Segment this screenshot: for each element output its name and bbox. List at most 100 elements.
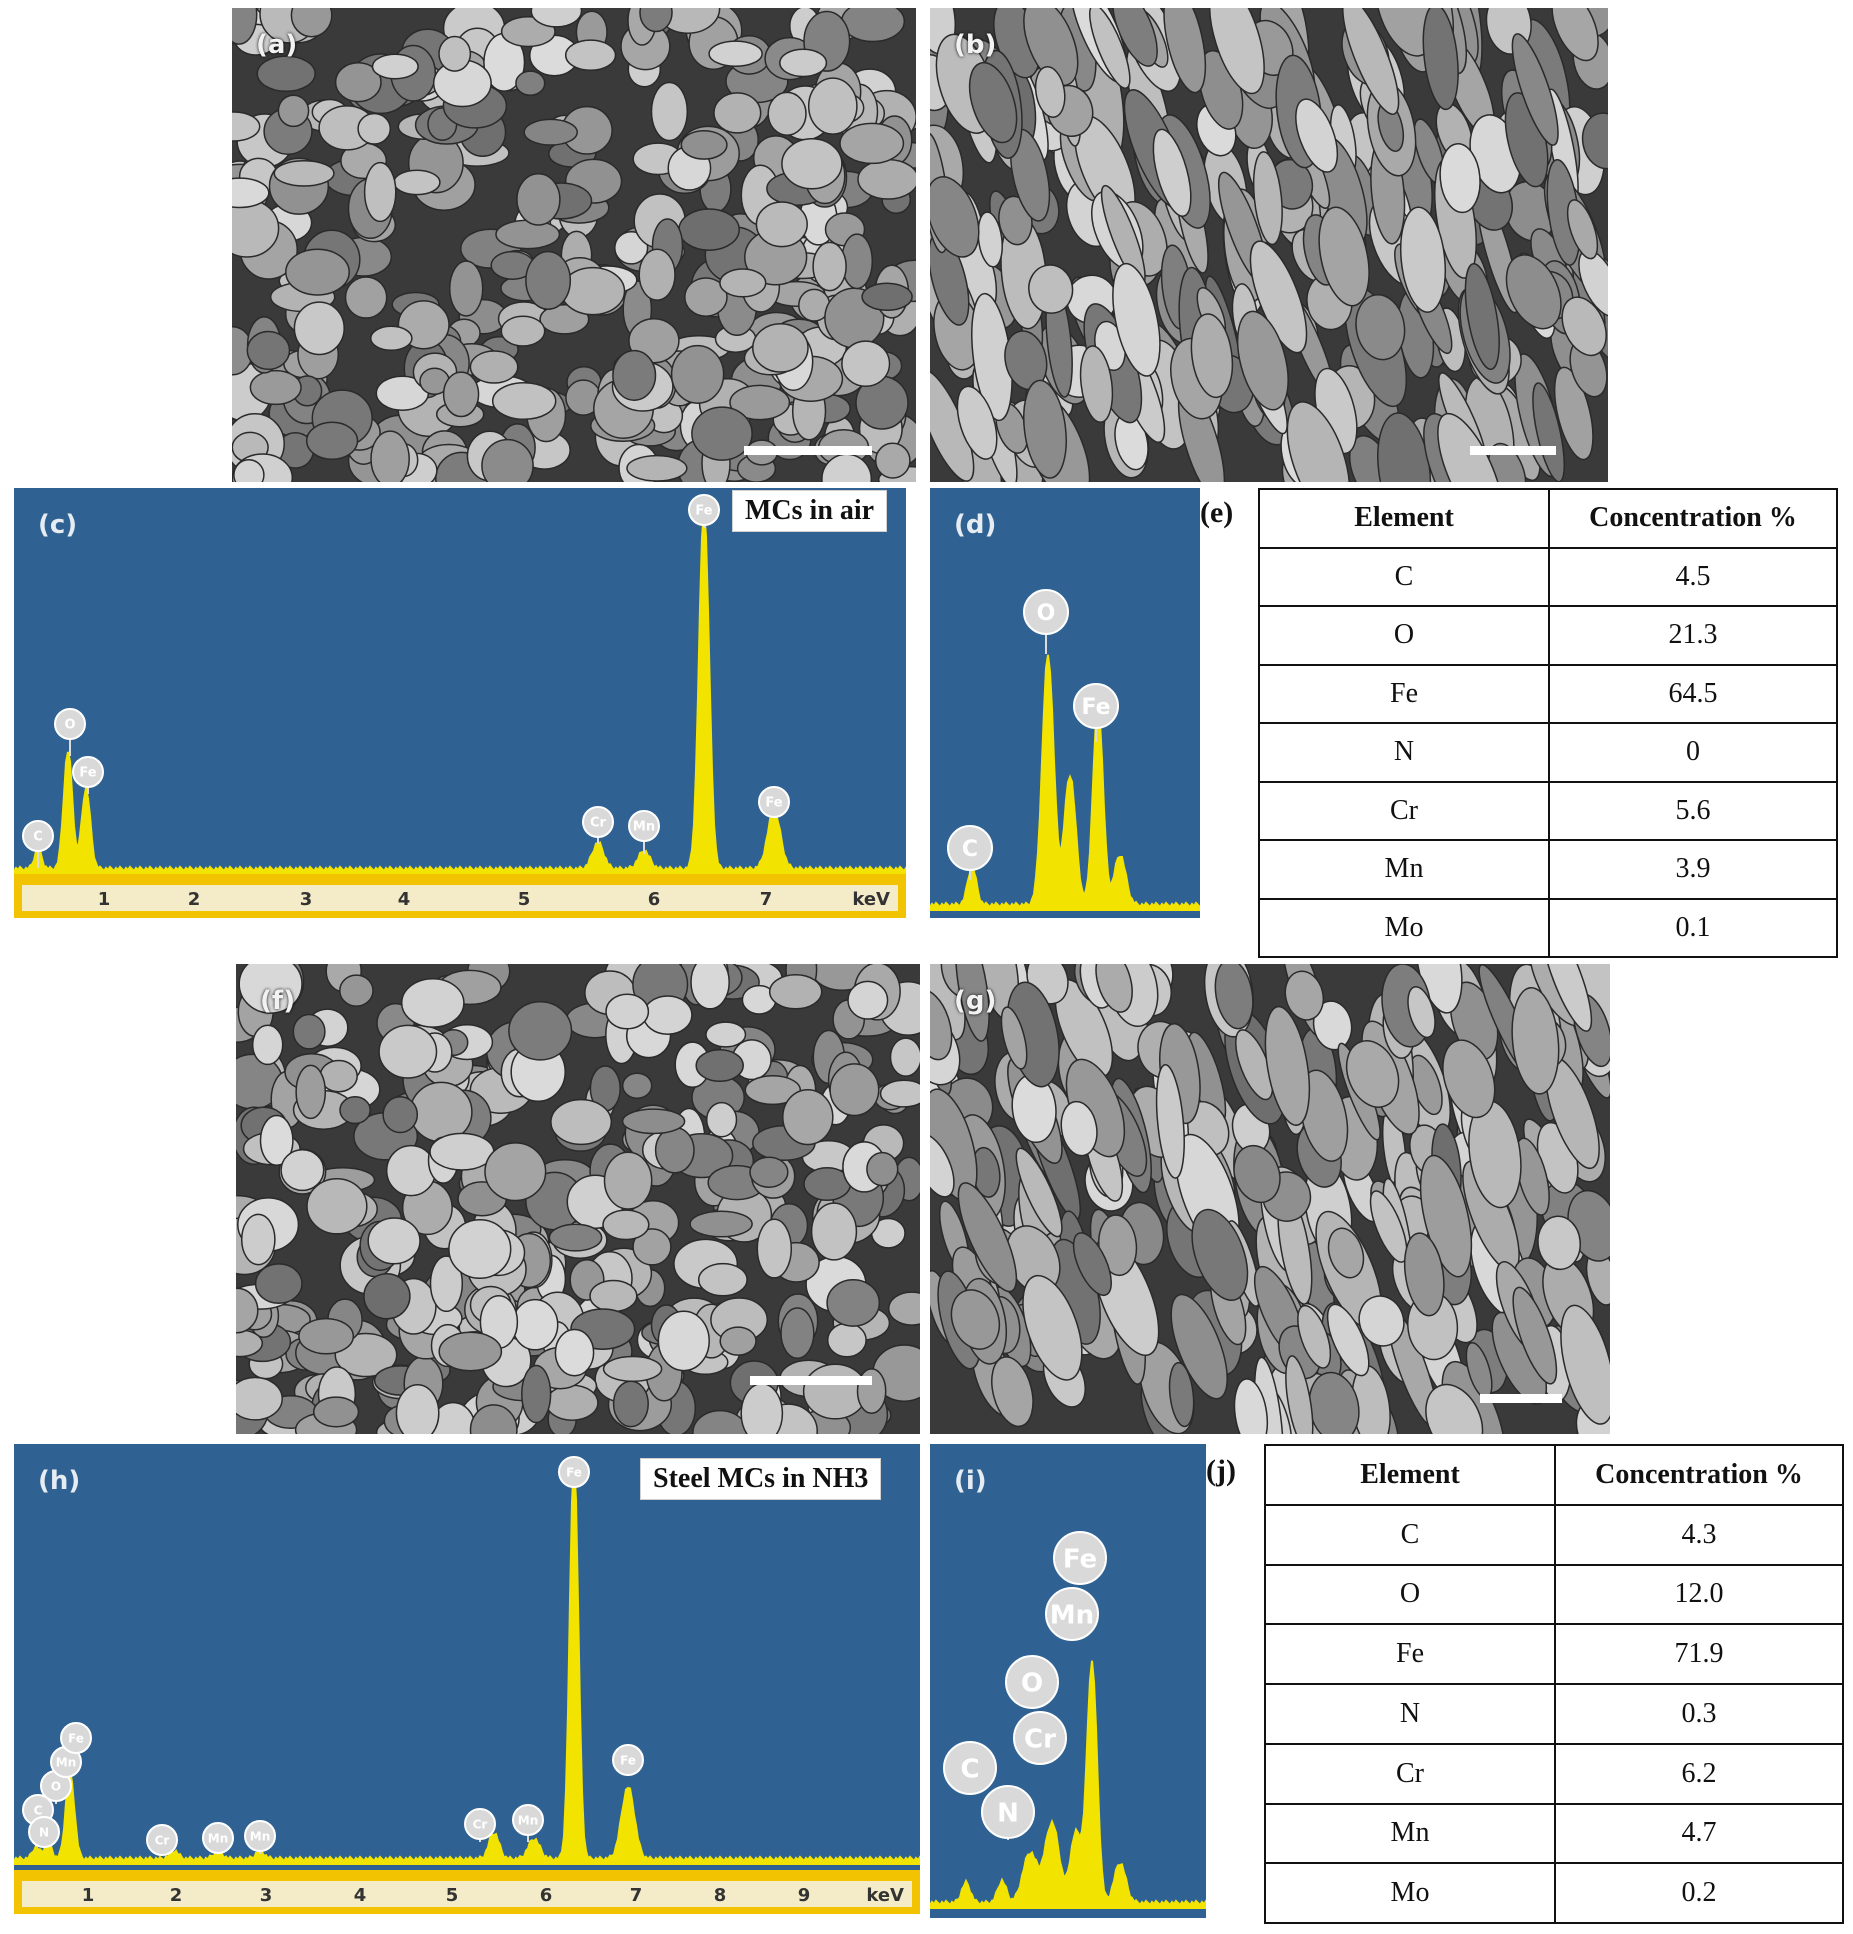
grain xyxy=(1089,8,1131,89)
grain xyxy=(638,248,676,301)
concentration-cell: 0 xyxy=(1548,722,1838,783)
grain xyxy=(866,1151,899,1187)
grain xyxy=(977,211,1003,268)
grain xyxy=(240,1213,276,1266)
spectrum-trace xyxy=(14,1460,920,1865)
peak-label: Mn xyxy=(518,1813,538,1827)
concentration-cell: 4.3 xyxy=(1554,1503,1844,1566)
grain xyxy=(861,282,913,312)
spectrum-trace xyxy=(930,1660,1206,1909)
grain xyxy=(1327,1227,1365,1279)
concentration-cell: 21.3 xyxy=(1548,605,1838,666)
grain xyxy=(612,1380,649,1428)
grain xyxy=(729,384,791,421)
peak-marker xyxy=(1005,1655,1059,1709)
tick-label: 6 xyxy=(647,889,661,910)
concentration-cell: 3.9 xyxy=(1548,839,1838,900)
grain xyxy=(516,173,561,226)
grain xyxy=(339,974,374,1007)
grain xyxy=(545,1384,599,1422)
grain xyxy=(344,276,388,319)
spectrum-plot: C O Fe Cr Mn Fe Fe xyxy=(14,494,906,875)
grain xyxy=(684,277,728,317)
grain xyxy=(1511,33,1559,146)
grain xyxy=(779,48,828,78)
grain xyxy=(650,81,689,142)
grain xyxy=(442,371,480,418)
grain xyxy=(626,454,688,482)
grain xyxy=(1022,1274,1083,1381)
grain xyxy=(293,301,345,356)
grain xyxy=(781,138,843,190)
sem-texture xyxy=(232,8,916,482)
scale-bar xyxy=(750,1376,872,1385)
grain xyxy=(1345,1040,1400,1108)
table-row: O 12.0 xyxy=(1264,1563,1844,1626)
concentration-cell: 12.0 xyxy=(1554,1563,1844,1626)
peak-marker xyxy=(28,1816,60,1848)
grain xyxy=(991,1356,1034,1428)
grain xyxy=(621,1108,686,1135)
grain xyxy=(695,1048,744,1083)
concentration-cell: 6.2 xyxy=(1554,1742,1844,1805)
grain xyxy=(602,1355,663,1383)
peak-marker xyxy=(202,1822,234,1854)
grain xyxy=(560,266,626,316)
column-header: Concentration % xyxy=(1554,1444,1844,1506)
element-cell: O xyxy=(1264,1563,1556,1626)
grain xyxy=(334,62,382,103)
grain xyxy=(256,55,316,93)
grain xyxy=(298,1317,355,1355)
grain xyxy=(448,260,484,317)
grain xyxy=(1561,296,1607,357)
peak-label: O xyxy=(51,1779,61,1793)
grain xyxy=(857,158,916,200)
peak-marker xyxy=(54,708,86,740)
panel-label-i: (i) xyxy=(954,1466,987,1496)
grain xyxy=(371,53,419,80)
grain xyxy=(469,350,519,384)
grain xyxy=(1072,1232,1112,1297)
grain xyxy=(605,993,650,1030)
peak-marker xyxy=(72,756,104,788)
grain xyxy=(603,1151,653,1210)
element-cell: Mn xyxy=(1258,839,1550,900)
peak-label: Fe xyxy=(695,504,712,519)
tick-label: 5 xyxy=(517,889,531,910)
peak-labels: Fe Mn O Cr CN xyxy=(943,1531,1107,1840)
peak-label: Mn xyxy=(56,1755,76,1769)
concentration-cell: 0.1 xyxy=(1548,897,1838,958)
spectrum-plot: Fe Mn O Cr CN xyxy=(930,1531,1206,1909)
peak-marker xyxy=(628,810,660,842)
grain xyxy=(393,169,441,196)
grain xyxy=(612,349,657,401)
grain xyxy=(525,250,572,310)
grain xyxy=(968,61,1018,144)
element-cell: Fe xyxy=(1264,1623,1556,1685)
tick-label: 7 xyxy=(759,889,773,910)
energy-axis: 1 2 3 4 5 6 7 8 9 keV xyxy=(14,1870,920,1914)
grain xyxy=(495,219,561,250)
grain xyxy=(370,430,410,482)
grain xyxy=(689,1210,753,1238)
grain xyxy=(273,160,335,187)
tick-label: 1 xyxy=(97,889,111,910)
peak-marker xyxy=(1073,683,1119,729)
element-cell: N xyxy=(1264,1683,1556,1745)
tick-label: 1 xyxy=(81,1885,95,1906)
sem-image-g: (g) xyxy=(930,964,1610,1434)
grain xyxy=(363,1273,411,1320)
grain xyxy=(839,122,905,165)
grain xyxy=(1152,128,1192,217)
tick-label: 2 xyxy=(169,1885,183,1906)
table-row: Fe 64.5 xyxy=(1258,663,1838,724)
grain xyxy=(1286,401,1351,482)
grain xyxy=(1505,254,1562,330)
peak-marker xyxy=(1053,1531,1107,1585)
grain xyxy=(755,201,808,248)
grain xyxy=(429,1132,495,1171)
grain xyxy=(1252,151,1283,246)
grain xyxy=(530,8,583,28)
tick-label: 2 xyxy=(187,889,201,910)
peak-label: Fe xyxy=(1063,1544,1097,1574)
